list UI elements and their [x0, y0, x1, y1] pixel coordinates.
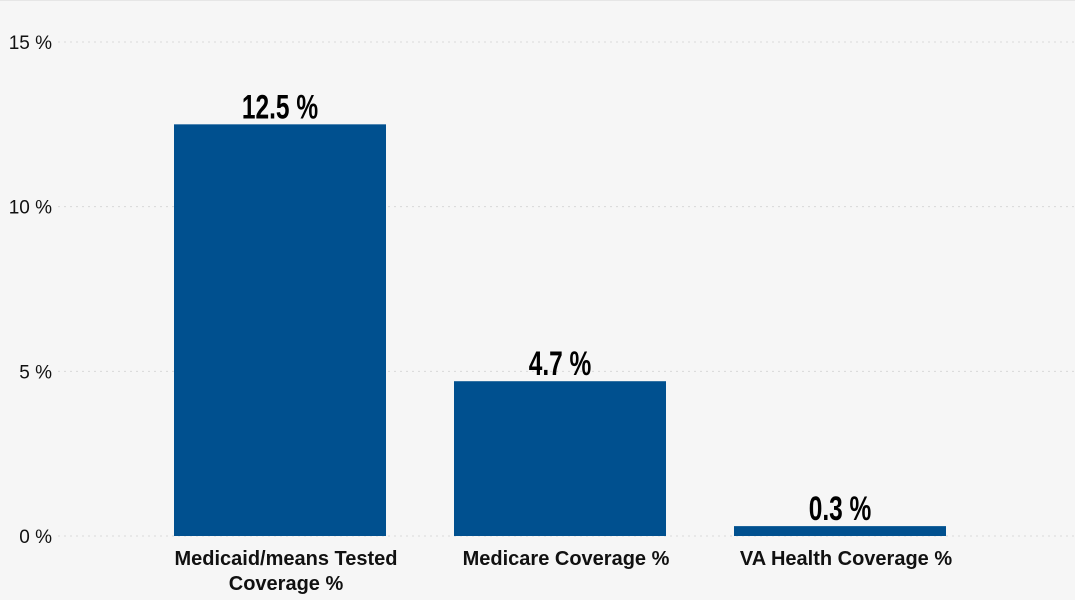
- bar: [174, 124, 386, 536]
- data-label: 12.5 %: [242, 88, 318, 126]
- y-tick-label: 0 %: [19, 527, 52, 548]
- y-tick-label: 10 %: [9, 198, 52, 219]
- y-axis-ticks: 0 % 5 % 10 % 15 %: [9, 33, 52, 548]
- data-label: 0.3 %: [809, 490, 872, 528]
- bars: [174, 124, 946, 536]
- data-label: 4.7 %: [529, 345, 592, 383]
- y-tick-label: 5 %: [19, 362, 52, 383]
- x-tick-label: Coverage %: [229, 573, 344, 595]
- x-tick-label: VA Health Coverage %: [740, 548, 953, 570]
- bar: [454, 381, 666, 536]
- x-tick-label: Medicare Coverage %: [463, 548, 670, 570]
- top-border: [0, 0, 1075, 1]
- y-tick-label: 15 %: [9, 33, 52, 54]
- x-axis-ticks: Medicaid/means Tested Coverage % Medicare …: [174, 548, 952, 595]
- data-labels: 12.5 % 4.7 % 0.3 %: [242, 88, 871, 528]
- bar: [734, 526, 946, 536]
- x-tick-label: Medicaid/means Tested: [174, 548, 397, 570]
